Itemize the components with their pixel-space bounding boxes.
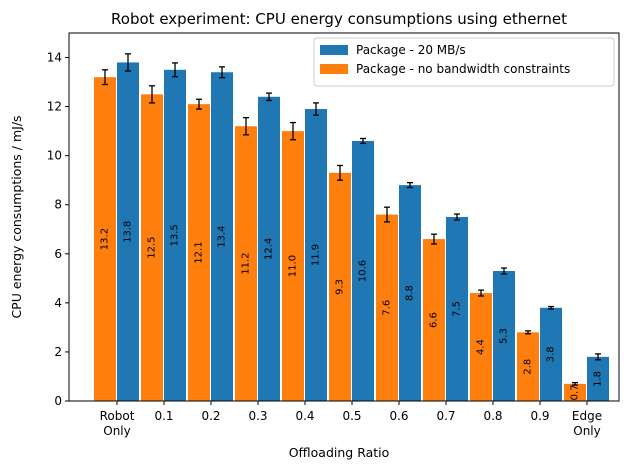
error-bar: [102, 69, 108, 86]
data-label: 7.5: [452, 301, 463, 317]
data-label: 11.2: [241, 252, 252, 274]
data-label: 11.9: [311, 244, 322, 266]
x-tick-label: 0.1: [154, 409, 173, 423]
legend-box: [313, 37, 615, 87]
bar-package-20mbs-0: [117, 62, 139, 401]
bar-package-20mbs-3: [258, 96, 280, 401]
error-bar: [125, 53, 131, 72]
legend-swatch: [320, 45, 348, 55]
error-bar: [572, 381, 578, 386]
data-label: 11.0: [288, 255, 299, 277]
x-tick-label: 0.8: [483, 409, 502, 423]
error-bar: [219, 66, 225, 79]
error-bar: [595, 353, 601, 361]
chart-title: Robot experiment: CPU energy consumption…: [111, 10, 567, 28]
bar-package-no-constraints-2: [188, 104, 210, 401]
data-label: 8.8: [405, 285, 416, 301]
y-axis-label: CPU energy consumptions / mJ/s: [9, 115, 24, 318]
bar-package-20mbs-9: [540, 307, 562, 401]
bar-package-no-constraints-10: [564, 383, 586, 401]
bar-package-20mbs-7: [446, 217, 468, 401]
bar-package-20mbs-2: [211, 72, 233, 402]
data-label: 12.1: [194, 241, 205, 263]
error-bar: [407, 182, 413, 189]
data-label: 4.4: [476, 339, 487, 355]
data-label: 3.8: [546, 346, 557, 362]
x-tick-label: 0.7: [436, 409, 455, 423]
x-tick-label: 0.2: [201, 409, 220, 423]
y-tick-label: 2: [54, 345, 62, 359]
error-bar: [360, 137, 366, 145]
y-tick-label: 4: [54, 296, 62, 310]
data-label: 13.8: [123, 221, 134, 243]
bar-package-20mbs-10: [587, 356, 609, 401]
data-label: 6.6: [429, 312, 440, 328]
x-tick-label: 0.5: [342, 409, 361, 423]
data-label: 13.5: [170, 224, 181, 246]
bar-package-20mbs-4: [305, 109, 327, 401]
data-label: 7.6: [382, 300, 393, 316]
error-bar: [478, 289, 484, 297]
data-label: 5.3: [499, 328, 510, 344]
error-bar: [337, 164, 343, 181]
y-tick-label: 6: [54, 247, 62, 261]
y-tick-label: 8: [54, 198, 62, 212]
data-label: 10.6: [358, 260, 369, 282]
data-label: 2.8: [523, 359, 534, 375]
y-tick-label: 10: [47, 149, 62, 163]
data-label: 12.4: [264, 238, 275, 260]
error-bar: [501, 267, 507, 275]
y-tick-label: 14: [47, 51, 62, 65]
data-label: 13.4: [217, 225, 228, 247]
error-bar: [290, 121, 296, 141]
bar-package-no-constraints-0: [94, 77, 116, 401]
plot-frame: [68, 32, 620, 402]
error-bar: [243, 116, 249, 136]
data-label: 9.3: [335, 279, 346, 295]
error-bar: [431, 233, 437, 245]
data-label: 0.7: [570, 384, 581, 400]
bars: 13.2 13.8 12.5 13.5 12.1 13.4 11.2 12.4 11.0 11.9…: [94, 53, 609, 402]
y-axis: 0 2 4 6 8 10 12 14: [47, 51, 69, 408]
x-tick-label: Robot Only: [100, 409, 135, 438]
bar-package-no-constraints-3: [235, 126, 257, 401]
error-bar: [384, 206, 390, 223]
error-bar: [149, 85, 155, 104]
bar-package-20mbs-1: [164, 69, 186, 402]
legend-swatch: [320, 64, 348, 74]
y-tick-label: 0: [54, 394, 62, 408]
legend: Package - 20 MB/s Package - no bandwidth …: [313, 37, 615, 87]
legend-label: Package - no bandwidth constraints: [356, 62, 570, 76]
data-label: 13.2: [100, 228, 111, 250]
x-tick-label: 0.6: [389, 409, 408, 423]
bar-package-no-constraints-5: [329, 172, 351, 401]
x-axis: Robot Only 0.1 0.2 0.3 0.4 0.5 0.6 0.7 0.8 0.9 Edge…: [100, 401, 602, 438]
bar-package-no-constraints-9: [517, 332, 539, 401]
error-bar: [196, 98, 202, 110]
error-bar: [266, 92, 272, 102]
error-bar: [525, 330, 531, 335]
data-label: 1.8: [593, 371, 604, 387]
x-axis-label: Offloading Ratio: [289, 445, 390, 460]
bar-package-20mbs-6: [399, 185, 421, 401]
x-tick-label: 0.4: [295, 409, 314, 423]
data-label: 12.5: [147, 237, 158, 259]
x-tick-label: 0.3: [248, 409, 267, 423]
bar-package-no-constraints-1: [141, 94, 163, 401]
bar-package-no-constraints-8: [470, 293, 492, 401]
x-tick-label: Edge Only: [572, 409, 602, 438]
legend-label: Package - 20 MB/s: [356, 43, 466, 57]
bar-package-no-constraints-6: [376, 214, 398, 401]
bar-package-no-constraints-7: [423, 239, 445, 401]
bar-package-no-constraints-4: [282, 131, 304, 401]
bar-package-20mbs-8: [493, 270, 515, 401]
y-tick-label: 12: [47, 100, 62, 114]
error-bar: [172, 62, 178, 78]
error-bar: [313, 102, 319, 116]
bar-package-20mbs-5: [352, 140, 374, 402]
x-tick-label: 0.9: [530, 409, 549, 423]
error-bar: [454, 213, 460, 221]
error-bar: [548, 305, 554, 310]
